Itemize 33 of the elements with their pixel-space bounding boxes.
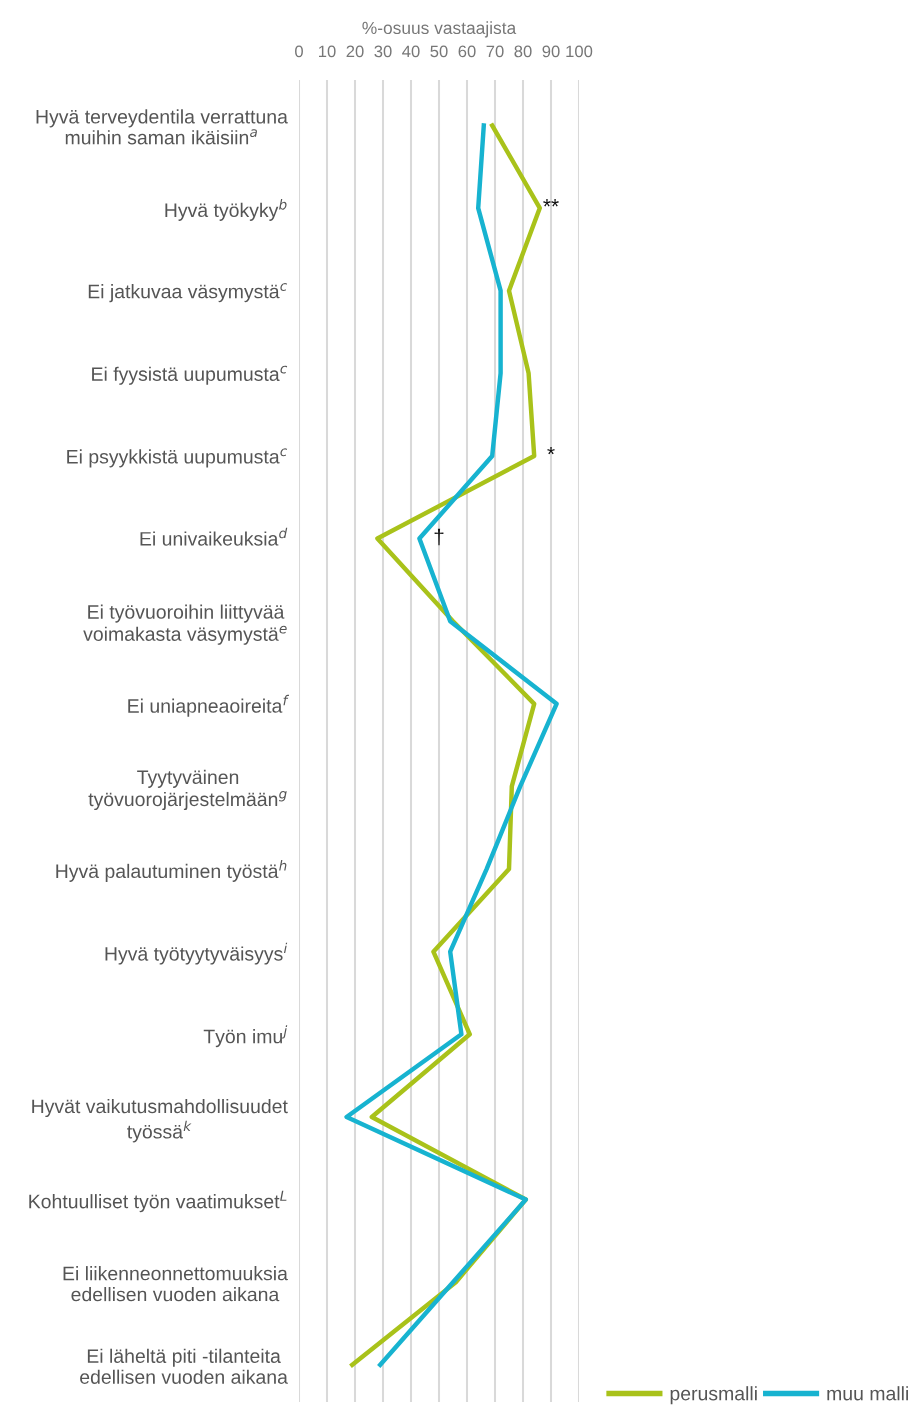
x-tick-label: 100 (566, 45, 593, 58)
annotation: † (434, 528, 444, 546)
legend-label: muu malli (827, 1386, 908, 1401)
x-tick-label: 50 (430, 45, 448, 58)
y-tick-label: Hyvä työkyky$^{b}$ (165, 199, 287, 221)
y-tick-label: Työn imu$^{j}$ (203, 1025, 288, 1048)
x-tick-label: 30 (374, 45, 392, 58)
legend-label: perusmalli (670, 1386, 757, 1405)
y-tick-label: Ei univaikeuksia$^{d}$ (140, 527, 288, 546)
x-tick-label: 70 (486, 45, 504, 58)
annotation: ** (543, 199, 559, 207)
x-tick-label: 0 (295, 45, 303, 58)
x-tick-label: 20 (346, 45, 364, 58)
y-tick-label: Ei liikenneonnettomuuksia edellisen vuoden aikana (63, 1266, 288, 1302)
y-tick-label: Kohtuulliset työn vaatimukset$^{L}$ (29, 1190, 287, 1213)
annotation: * (547, 447, 555, 455)
y-tick-label: Hyvä palautuminen työstä$^{h}$ (56, 860, 287, 882)
x-tick-label: 10 (319, 45, 336, 58)
y-tick-label: Ei työvuoroihin liittyvää voimakasta väsymystä$^{e}$ (83, 604, 287, 645)
y-tick-label: Ei fyysistä uupumusta$^{c}$ (92, 365, 288, 385)
x-tick-label: 90 (542, 45, 560, 58)
y-tick-label: Hyvät vaikutusmahdollisuudet työssä$^{k}$ (32, 1098, 288, 1143)
x-tick-label: 80 (514, 45, 532, 58)
y-tick-label: Tyytyväinen työvuorojärjestelmään$^{g}$ (88, 769, 287, 811)
y-tick-label: Hyvä terveydentila verrattuna muihin saman ikäisiin$^{a}$ (36, 109, 288, 145)
x-tick-label: 40 (402, 45, 420, 58)
y-tick-label: Ei psyykkistä uupumusta$^{c}$ (67, 448, 288, 468)
y-tick-label: Hyvä työtyytyväisyys$^{i}$ (105, 942, 288, 965)
y-tick-label: Ei uniapneaoireita$^{f}$ (128, 694, 290, 717)
x-tick-label: 60 (458, 45, 476, 58)
x-axis-title: %-osuus vastaajista (362, 21, 517, 38)
y-tick-label: Ei läheltä piti -tilanteita edellisen vuoden aikana (80, 1348, 288, 1384)
y-tick-label: Ei jatkuvaa väsymystä$^{c}$ (88, 283, 288, 303)
